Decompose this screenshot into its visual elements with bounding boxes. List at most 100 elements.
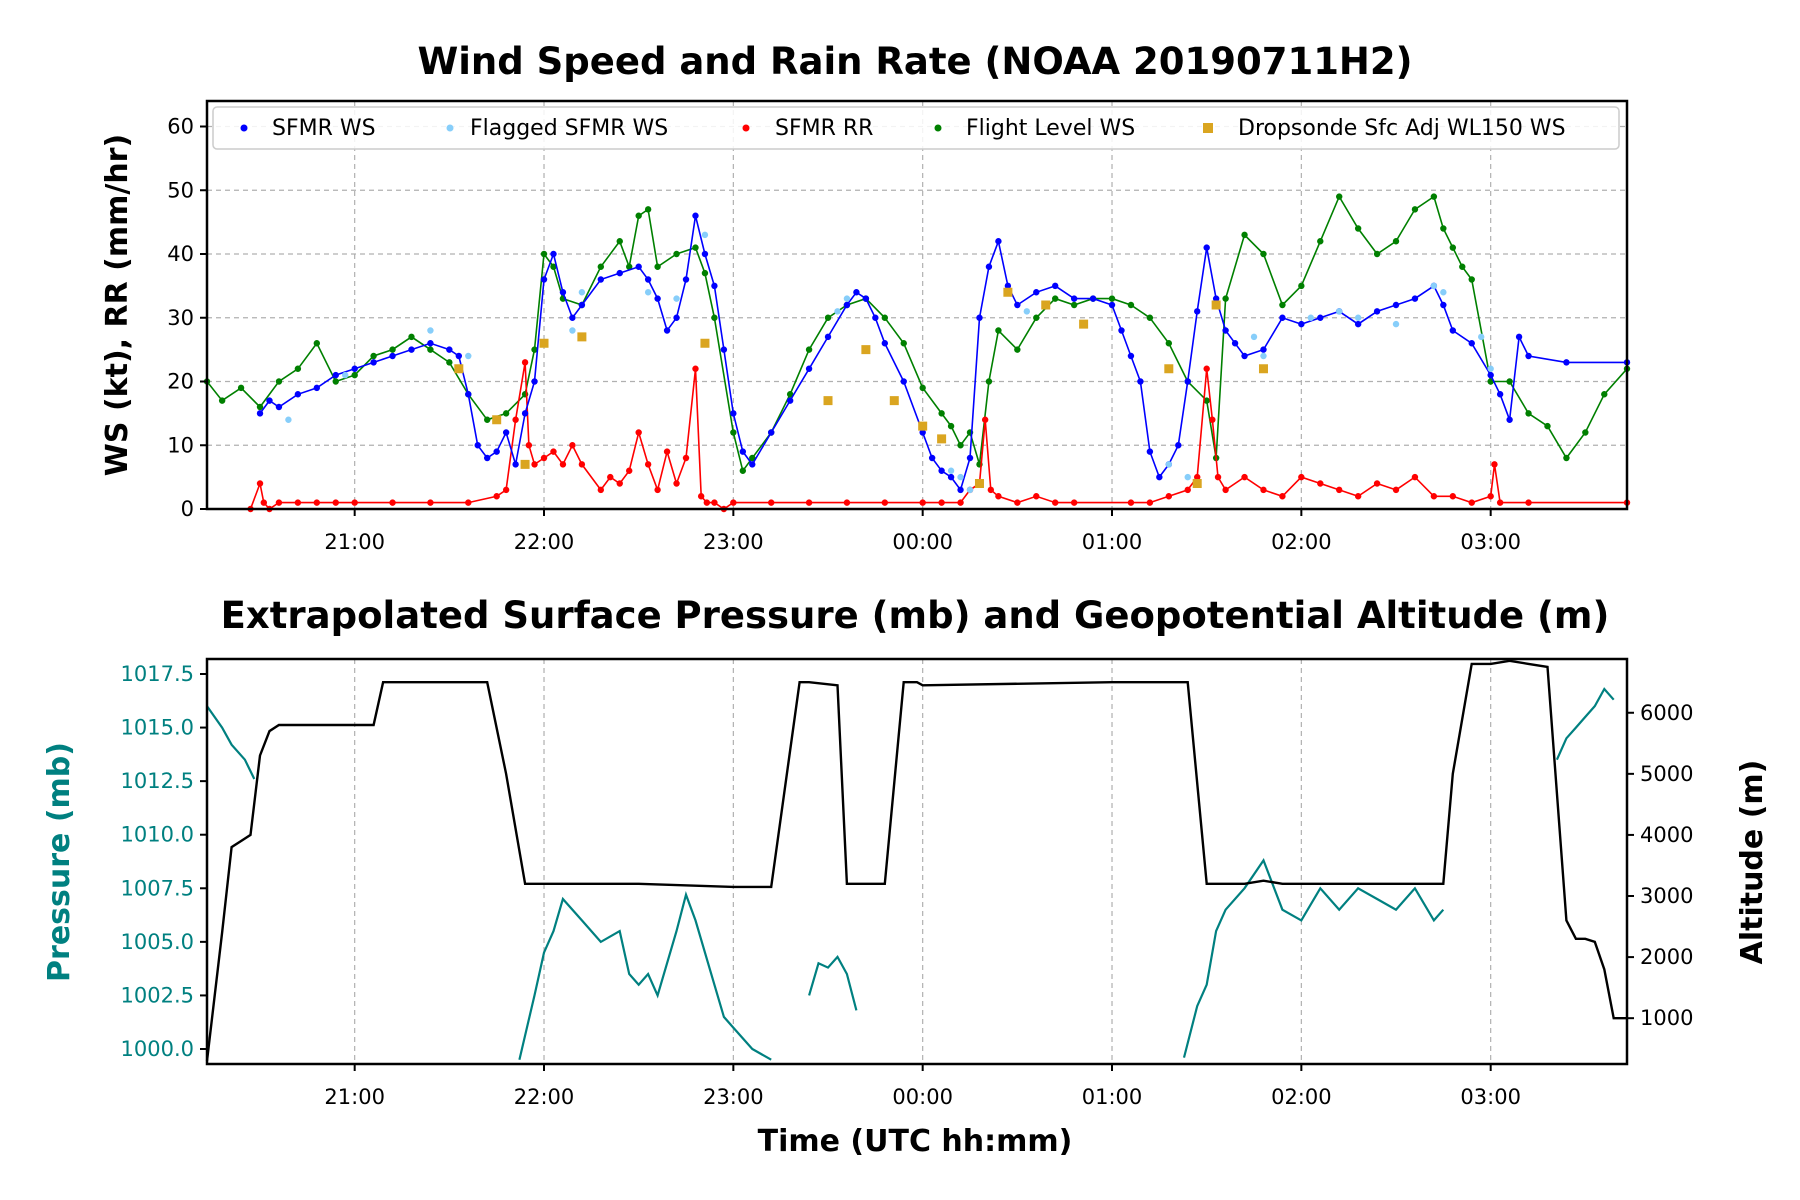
point-dropsonde-sfc-adj-wl150-ws [889, 396, 899, 406]
bottom-left-y-tick-label: 1010.0 [121, 823, 194, 847]
point-sfmr-ws [332, 371, 339, 379]
point-sfmr-ws [985, 263, 993, 270]
top-chart-title: Wind Speed and Rain Rate (NOAA 20190711H… [417, 40, 1412, 83]
point-flight-level-ws [237, 384, 245, 392]
point-sfmr-rr [1354, 493, 1362, 500]
point-sfmr-ws [313, 384, 321, 392]
point-sfmr-ws [768, 429, 775, 436]
point-dropsonde-sfc-adj-wl150-ws [1211, 300, 1221, 310]
point-sfmr-ws [502, 429, 510, 436]
legend-entry-dropsonde: Dropsonde Sfc Adj WL150 WS [1203, 116, 1566, 141]
point-flagged-sfmr-ws [1307, 314, 1315, 321]
point-flight-level-ws [644, 206, 652, 213]
point-sfmr-ws [1156, 473, 1163, 481]
point-flight-level-ws [275, 378, 283, 385]
point-flight-level-ws [1582, 429, 1589, 436]
pressure-line-segment [206, 705, 256, 780]
point-sfmr-rr [1336, 486, 1343, 494]
bottom-right-y-ticks: 1000 2000 3000 4000 5000 6000 [1627, 701, 1693, 1030]
point-flight-level-ws [256, 403, 264, 411]
point-sfmr-rr [597, 486, 605, 494]
point-sfmr-ws [692, 212, 699, 219]
point-flight-level-ws [1525, 410, 1532, 417]
point-flight-level-ws [900, 340, 907, 347]
point-sfmr-ws [1515, 333, 1523, 341]
bottom-x-tick-label: 03:00 [1460, 1085, 1521, 1109]
point-flagged-sfmr-ws [1023, 308, 1031, 315]
point-sfmr-ws [550, 250, 557, 258]
point-sfmr-ws [843, 301, 851, 309]
point-sfmr-rr [635, 429, 642, 436]
point-sfmr-rr [540, 454, 548, 462]
point-sfmr-ws [1222, 327, 1229, 334]
point-flight-level-ws [1241, 231, 1248, 239]
point-sfmr-rr [1203, 365, 1210, 372]
point-flagged-sfmr-ws [701, 231, 709, 239]
top-y-ticks: 0 10 20 30 40 50 60 [167, 115, 207, 521]
point-sfmr-rr [1392, 486, 1400, 494]
point-flight-level-ws [1601, 391, 1608, 398]
point-sfmr-ws [995, 238, 1002, 245]
legend-marker-sfmr-ws [240, 124, 248, 132]
point-sfmr-ws [389, 352, 396, 360]
legend-marker-flagged-sfmr-ws [446, 124, 454, 132]
legend-entry-flight-level-ws: Flight Level WS [934, 116, 1135, 141]
point-sfmr-rr [275, 499, 283, 506]
legend-marker-flight-level-ws [934, 124, 942, 132]
point-sfmr-rr [1449, 493, 1457, 500]
point-sfmr-ws [749, 461, 756, 468]
point-sfmr-rr [1430, 493, 1438, 500]
point-flagged-sfmr-ws [427, 327, 434, 334]
point-sfmr-ws [881, 340, 889, 347]
point-flagged-sfmr-ws [1487, 365, 1494, 372]
bottom-x-ticks: 21:00 22:00 23:00 00:00 01:00 02:00 03:00 [324, 1064, 1521, 1109]
point-sfmr-ws [786, 397, 794, 404]
point-dropsonde-sfc-adj-wl150-ws [520, 459, 530, 469]
point-sfmr-ws [540, 276, 548, 283]
point-dropsonde-sfc-adj-wl150-ws [861, 345, 871, 355]
point-sfmr-ws [1392, 301, 1400, 309]
point-flight-level-ws [711, 314, 718, 321]
point-flight-level-ws [446, 359, 453, 366]
bottom-left-y-tick-label: 1015.0 [121, 716, 194, 740]
legend-entry-flagged-sfmr-ws: Flagged SFMR WS [446, 116, 668, 141]
point-sfmr-rr [1052, 499, 1059, 506]
point-sfmr-ws [1194, 308, 1201, 315]
point-flight-level-ws [1298, 282, 1305, 290]
bottom-x-tick-label: 00:00 [892, 1085, 953, 1109]
top-plot-area [203, 193, 1631, 513]
bottom-x-tick-label: 23:00 [703, 1085, 764, 1109]
point-sfmr-ws [957, 486, 964, 494]
series-pressure [206, 687, 1615, 1061]
point-sfmr-ws [427, 340, 434, 347]
point-flight-level-ws [1354, 225, 1362, 232]
point-flight-level-ws [597, 263, 605, 270]
point-sfmr-ws [966, 454, 974, 462]
point-flight-level-ws [351, 371, 358, 379]
point-sfmr-ws [484, 454, 491, 462]
point-sfmr-ws [1118, 327, 1125, 334]
point-sfmr-ws [512, 461, 519, 468]
point-sfmr-rr [493, 493, 500, 500]
point-flight-level-ws [1459, 263, 1466, 270]
point-sfmr-ws [521, 410, 529, 417]
point-flight-level-ws [1544, 422, 1551, 430]
top-y-axis-label: WS (kt), RR (mm/hr) [100, 134, 135, 476]
point-sfmr-rr [1317, 480, 1324, 487]
point-flagged-sfmr-ws [569, 327, 576, 334]
point-sfmr-rr [427, 499, 434, 506]
point-sfmr-rr [1070, 499, 1078, 506]
point-flight-level-ws [957, 442, 964, 449]
point-sfmr-ws [1440, 301, 1447, 309]
point-sfmr-rr [389, 499, 396, 506]
point-sfmr-ws [1108, 301, 1116, 309]
point-sfmr-rr [512, 416, 519, 423]
point-flight-level-ws [1260, 250, 1267, 258]
point-sfmr-rr [1525, 499, 1532, 506]
point-sfmr-ws [1373, 308, 1381, 315]
bottom-left-y-tick-label: 1002.5 [121, 983, 194, 1007]
bottom-left-y-tick-label: 1005.0 [121, 930, 194, 954]
point-sfmr-ws [1411, 295, 1419, 302]
